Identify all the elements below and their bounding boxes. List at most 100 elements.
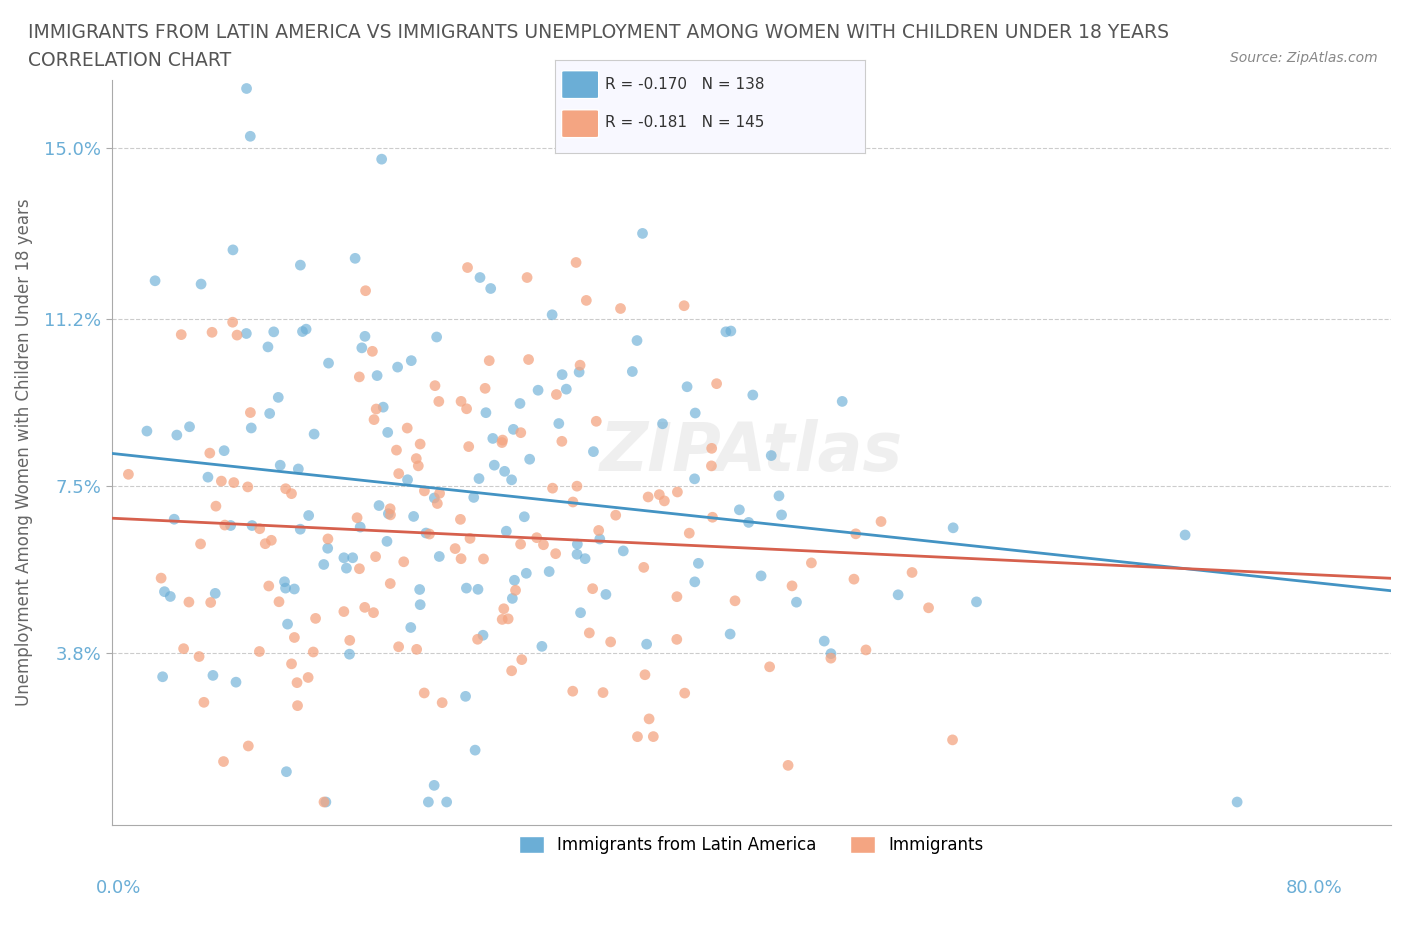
Immigrants bbox=[526, 530, 548, 545]
Text: R = -0.181   N = 145: R = -0.181 N = 145 bbox=[605, 114, 765, 130]
Immigrants bbox=[205, 498, 228, 513]
Immigrants from Latin America bbox=[179, 419, 201, 434]
Immigrants bbox=[533, 538, 555, 552]
Immigrants from Latin America bbox=[541, 307, 564, 322]
Immigrants from Latin America bbox=[366, 368, 388, 383]
Immigrants bbox=[418, 526, 440, 541]
Immigrants from Latin America bbox=[527, 383, 550, 398]
Immigrants bbox=[200, 595, 222, 610]
Immigrants bbox=[249, 522, 271, 537]
Immigrants from Latin America bbox=[201, 668, 224, 683]
Immigrants bbox=[173, 641, 195, 656]
Immigrants from Latin America bbox=[368, 498, 391, 513]
Immigrants from Latin America bbox=[612, 543, 634, 558]
Immigrants from Latin America bbox=[1226, 794, 1249, 809]
Immigrants bbox=[702, 510, 724, 525]
Immigrants bbox=[254, 537, 277, 551]
Immigrants bbox=[366, 402, 388, 417]
Immigrants from Latin America bbox=[813, 633, 835, 648]
Immigrants bbox=[267, 594, 290, 609]
Immigrants bbox=[820, 651, 842, 666]
Immigrants from Latin America bbox=[290, 522, 312, 537]
Immigrants from Latin America bbox=[785, 594, 807, 609]
Immigrants bbox=[472, 551, 495, 566]
Immigrants from Latin America bbox=[269, 458, 291, 472]
Immigrants bbox=[544, 546, 567, 561]
Immigrants bbox=[413, 685, 436, 700]
Immigrants bbox=[429, 485, 451, 500]
Immigrants from Latin America bbox=[219, 518, 242, 533]
Immigrants from Latin America bbox=[259, 406, 281, 421]
Immigrants from Latin America bbox=[1174, 527, 1197, 542]
Immigrants bbox=[845, 526, 868, 541]
Immigrants bbox=[316, 531, 339, 546]
Immigrants bbox=[430, 696, 453, 711]
Immigrants bbox=[509, 425, 531, 440]
Immigrants from Latin America bbox=[502, 422, 524, 437]
Immigrants from Latin America bbox=[714, 325, 737, 339]
Immigrants from Latin America bbox=[143, 273, 166, 288]
Immigrants from Latin America bbox=[290, 258, 312, 272]
Immigrants from Latin America bbox=[530, 639, 553, 654]
Immigrants from Latin America bbox=[375, 534, 398, 549]
Immigrants from Latin America bbox=[683, 405, 706, 420]
Immigrants bbox=[605, 508, 627, 523]
Immigrants from Latin America bbox=[631, 226, 654, 241]
Immigrants from Latin America bbox=[595, 587, 617, 602]
Immigrants from Latin America bbox=[354, 329, 377, 344]
Immigrants from Latin America bbox=[538, 565, 561, 579]
Immigrants from Latin America bbox=[519, 452, 541, 467]
Immigrants from Latin America bbox=[718, 627, 741, 642]
Immigrants from Latin America bbox=[197, 470, 219, 485]
Immigrants from Latin America bbox=[720, 324, 742, 339]
Immigrants from Latin America bbox=[472, 628, 495, 643]
Text: ZIPAtlas: ZIPAtlas bbox=[600, 419, 903, 485]
Immigrants bbox=[478, 353, 501, 368]
Immigrants from Latin America bbox=[399, 620, 422, 635]
Immigrants bbox=[201, 325, 224, 339]
Immigrants from Latin America bbox=[683, 575, 706, 590]
Immigrants bbox=[346, 511, 368, 525]
Immigrants from Latin America bbox=[966, 594, 988, 609]
Immigrants bbox=[474, 381, 496, 396]
Immigrants from Latin America bbox=[239, 129, 262, 144]
Immigrants bbox=[565, 479, 588, 494]
Immigrants bbox=[561, 495, 583, 510]
Immigrants from Latin America bbox=[831, 394, 853, 409]
Immigrants bbox=[408, 458, 430, 473]
Y-axis label: Unemployment Among Women with Children Under 18 years: Unemployment Among Women with Children U… bbox=[15, 198, 32, 706]
Immigrants bbox=[509, 537, 531, 551]
Immigrants from Latin America bbox=[436, 794, 458, 809]
Immigrants from Latin America bbox=[770, 508, 793, 523]
Immigrants from Latin America bbox=[225, 675, 247, 690]
Immigrants from Latin America bbox=[468, 472, 491, 486]
Immigrants bbox=[353, 600, 375, 615]
Immigrants from Latin America bbox=[467, 582, 489, 597]
Immigrants bbox=[388, 639, 411, 654]
Immigrants from Latin America bbox=[377, 425, 399, 440]
Immigrants from Latin America bbox=[240, 420, 263, 435]
Immigrants from Latin America bbox=[295, 322, 318, 337]
Immigrants from Latin America bbox=[222, 243, 245, 258]
Immigrants bbox=[450, 551, 472, 566]
Immigrants bbox=[349, 369, 371, 384]
Immigrants from Latin America bbox=[761, 448, 783, 463]
Immigrants from Latin America bbox=[513, 510, 536, 525]
Immigrants from Latin America bbox=[515, 565, 537, 580]
Immigrants bbox=[700, 458, 723, 473]
Immigrants bbox=[778, 758, 800, 773]
Immigrants bbox=[638, 711, 661, 726]
Immigrants bbox=[565, 255, 588, 270]
Immigrants bbox=[546, 387, 568, 402]
Immigrants from Latin America bbox=[475, 405, 498, 420]
Immigrants from Latin America bbox=[135, 424, 157, 439]
Immigrants bbox=[188, 649, 211, 664]
Immigrants from Latin America bbox=[683, 472, 706, 486]
Immigrants bbox=[304, 611, 326, 626]
Immigrants bbox=[561, 684, 583, 698]
Immigrants from Latin America bbox=[315, 794, 337, 809]
Immigrants bbox=[212, 754, 235, 769]
Immigrants bbox=[392, 554, 415, 569]
Immigrants bbox=[193, 695, 215, 710]
Immigrants from Latin America bbox=[408, 582, 430, 597]
